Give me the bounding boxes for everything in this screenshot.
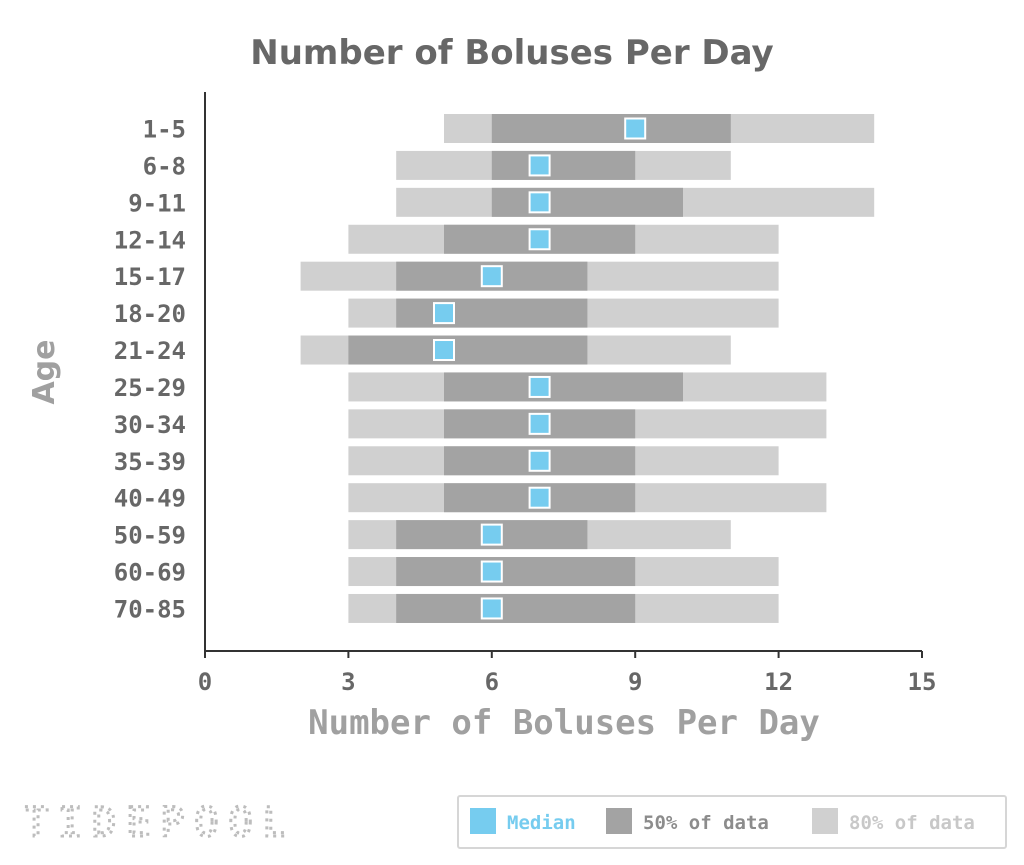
y-tick-label: 12-14 [114, 226, 186, 254]
legend-swatch [606, 808, 632, 834]
legend-label: 50% of data [643, 812, 769, 834]
bar-50-21-24 [348, 335, 588, 365]
y-tick-label: 1-5 [143, 116, 186, 144]
bar-50-6-8 [491, 150, 636, 180]
x-tick-label: 15 [908, 668, 937, 696]
legend-label: Median [507, 812, 576, 834]
y-tick-labels: 1-5 6-8 9-11 12-14 15-17 18-20 21-24 25-29 30-34… [114, 116, 186, 624]
x-tick-label: 12 [764, 668, 793, 696]
y-tick-label: 50-59 [114, 522, 186, 550]
median-marker-30-34 [528, 412, 551, 435]
y-axis-label: Age [27, 339, 62, 404]
y-tick-label: 60-69 [114, 559, 186, 587]
x-axis-label: Number of Boluses Per Day [308, 703, 820, 743]
median-marker-21-24 [433, 339, 455, 362]
y-tick-label: 15-17 [114, 263, 186, 291]
y-tick-label: 18-20 [114, 300, 186, 328]
y-tick-label: 35-39 [114, 448, 186, 476]
median-marker-25-29 [528, 375, 551, 398]
tidepool-logo: TIDEPOOL [24, 800, 297, 846]
y-tick-label: 40-49 [114, 485, 186, 513]
median-marker-15-17 [480, 265, 503, 288]
median-marker-6-8 [528, 154, 551, 177]
median-marker-9-11 [528, 191, 551, 214]
bar-50-70-85 [396, 593, 636, 623]
y-tick-label: 9-11 [128, 189, 186, 217]
x-tick-label: 6 [485, 668, 499, 696]
x-tick-labels: 0 3 6 9 12 15 [198, 651, 937, 696]
median-marker-12-14 [528, 228, 551, 251]
legend-swatch [470, 808, 496, 834]
bar-50-60-69 [396, 557, 636, 587]
median-marker-35-39 [528, 449, 551, 472]
y-tick-label: 21-24 [114, 337, 186, 365]
median-marker-18-20 [433, 302, 455, 325]
bar-50-9-11 [491, 187, 683, 217]
median-marker-40-49 [528, 486, 551, 509]
medians-layer [433, 117, 647, 620]
legend-label: 80% of data [849, 812, 975, 834]
y-tick-label: 70-85 [114, 595, 186, 623]
y-tick-label: 30-34 [114, 411, 186, 439]
median-marker-60-69 [480, 560, 503, 583]
bar-50-1-5 [491, 114, 731, 143]
bar-50-25-29 [444, 372, 683, 402]
legend-box [457, 795, 1007, 849]
legend: Median 50% of data 80% of data [457, 795, 1007, 849]
median-marker-70-85 [480, 597, 503, 620]
chart-title: Number of Boluses Per Day [250, 33, 773, 73]
median-marker-1-5 [624, 117, 647, 140]
median-marker-50-59 [480, 523, 503, 546]
x-tick-label: 0 [198, 668, 212, 696]
bar-50-18-20 [396, 298, 588, 328]
y-tick-label: 25-29 [114, 374, 186, 402]
bars-layer [300, 114, 875, 623]
x-tick-label: 9 [628, 668, 642, 696]
legend-swatch [812, 808, 838, 834]
y-tick-label: 6-8 [143, 152, 186, 180]
x-tick-label: 3 [341, 668, 355, 696]
